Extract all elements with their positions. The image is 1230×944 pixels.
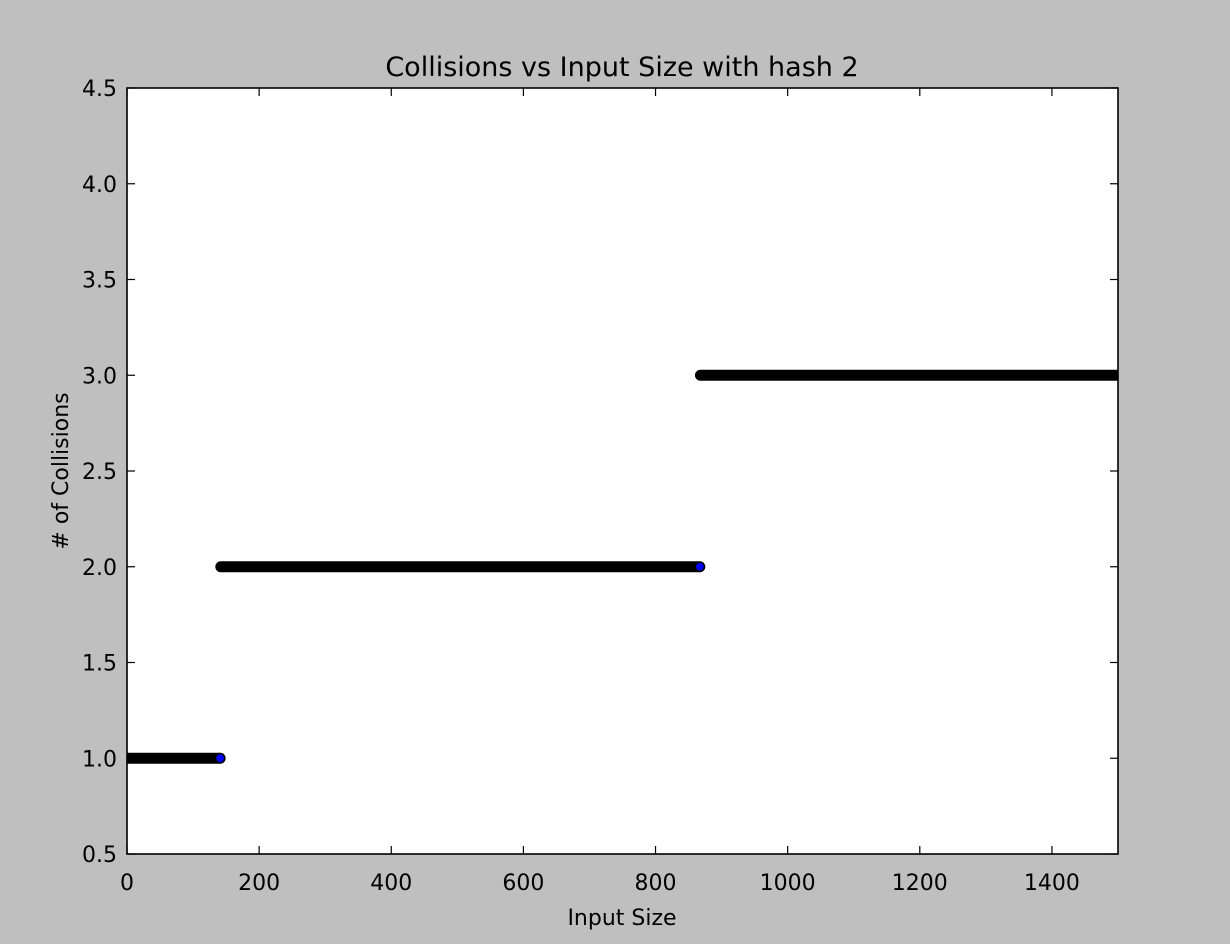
x-tick-label: 600 [502, 871, 544, 896]
data-marks [127, 369, 1118, 764]
x-axis-label: Input Size [567, 906, 676, 931]
axis-ticks: 0 200 400 600 800 1000 1200 1400 0.5 1.0 1.5 2.0 2.5… [82, 77, 1118, 896]
y-axis-label: # of Collisions [49, 392, 74, 549]
y-tick-label: 2.0 [82, 556, 117, 581]
x-tick-label: 1000 [760, 871, 816, 896]
x-tick-label: 400 [370, 871, 412, 896]
x-tick-label: 0 [120, 871, 134, 896]
x-tick-label: 200 [238, 871, 280, 896]
scatter-point [694, 561, 706, 573]
x-tick-label: 1200 [892, 871, 948, 896]
y-tick-label: 1.5 [82, 652, 117, 677]
y-tick-label: 3.5 [82, 269, 117, 294]
y-tick-label: 2.5 [82, 460, 117, 485]
plot-area [127, 88, 1118, 854]
y-tick-label: 3.0 [82, 364, 117, 389]
x-tick-label: 800 [635, 871, 677, 896]
y-tick-label: 1.0 [82, 747, 117, 772]
scatter-series [127, 369, 1118, 764]
x-tick-label: 1400 [1024, 871, 1080, 896]
y-tick-label: 0.5 [82, 843, 117, 868]
scatter-point [214, 752, 226, 764]
chart-title: Collisions vs Input Size with hash 2 [385, 52, 858, 83]
y-tick-label: 4.0 [82, 173, 117, 198]
y-tick-label: 4.5 [82, 77, 117, 102]
